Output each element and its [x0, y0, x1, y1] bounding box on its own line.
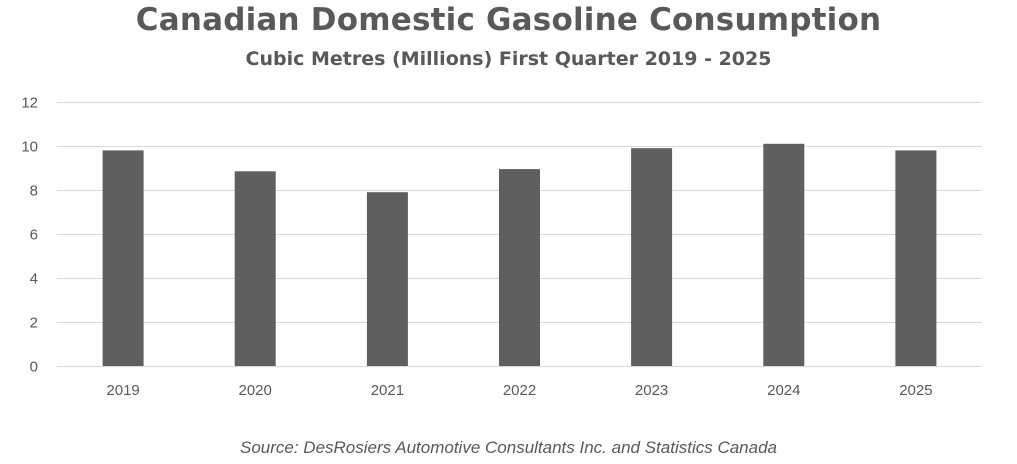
bar-2020 — [234, 171, 276, 366]
x-tick-label: 2022 — [503, 382, 536, 399]
y-tick-label: 6 — [30, 227, 38, 244]
y-tick-label: 10 — [21, 139, 38, 156]
y-tick-label: 0 — [30, 359, 38, 376]
bar-2025 — [895, 150, 937, 366]
chart-subtitle: Cubic Metres (Millions) First Quarter 20… — [245, 48, 772, 70]
x-tick-label: 2020 — [239, 382, 272, 399]
chart-title: Canadian Domestic Gasoline Consumption — [135, 2, 882, 38]
x-tick-label: 2024 — [767, 382, 800, 399]
bar-2021 — [366, 192, 408, 366]
y-tick-label: 8 — [30, 183, 38, 200]
x-tick-label: 2023 — [635, 382, 668, 399]
x-tick-label: 2025 — [899, 382, 932, 399]
x-tick-label: 2021 — [371, 382, 404, 399]
bar-2019 — [102, 150, 144, 366]
y-tick-label: 2 — [30, 315, 38, 332]
bar-2023 — [631, 148, 673, 366]
y-axis-tick-labels: 0 2 4 6 8 10 12 — [21, 95, 38, 376]
source-note: Source: DesRosiers Automotive Consultant… — [239, 438, 778, 457]
bars — [102, 143, 937, 366]
x-axis-tick-labels: 2019 2020 2021 2022 2023 2024 2025 — [106, 382, 932, 399]
bar-2024 — [763, 143, 805, 366]
y-tick-label: 4 — [30, 271, 38, 288]
x-tick-label: 2019 — [106, 382, 139, 399]
bar-2022 — [499, 169, 540, 366]
y-tick-label: 12 — [21, 95, 38, 112]
